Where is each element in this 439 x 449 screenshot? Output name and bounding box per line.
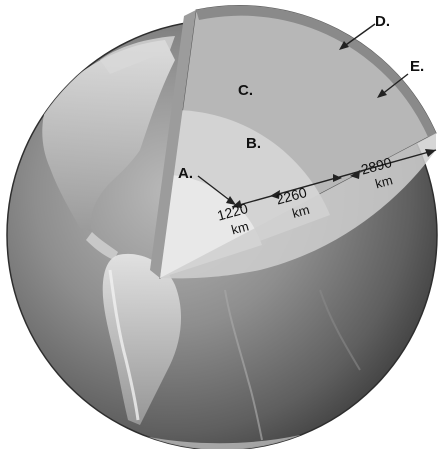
label-e: E. [410, 58, 424, 75]
left-cut-face [150, 10, 196, 278]
leader-arrow-d [339, 41, 349, 50]
leader-arrow-e [377, 89, 387, 98]
leader-line-a [197, 175, 233, 203]
arrow-center [232, 200, 242, 208]
distance-mantle-unit: km [374, 172, 395, 191]
arrow-boundary-1 [270, 190, 280, 199]
arrow-boundary-3 [350, 170, 360, 179]
arrow-mantle-end [425, 149, 436, 157]
distance-mantle-value: 2890 [359, 154, 393, 178]
mid-atlantic-ridge [224, 289, 263, 441]
distance-outer-core-unit: km [290, 202, 311, 221]
leader-arrow-a [226, 196, 236, 205]
leader-line-e [380, 73, 409, 96]
distance-inner-value: 1220 [215, 200, 249, 224]
north-america-landmass [42, 40, 176, 232]
andes-ridge [108, 269, 140, 421]
arctic-landmass [100, 36, 175, 74]
central-america-landmass [86, 232, 118, 260]
crust-layer [196, 5, 436, 137]
distance-inner-unit: km [230, 218, 251, 237]
label-a: A. [178, 165, 193, 182]
arrow-boundary-2 [333, 174, 342, 182]
south-america-landmass [102, 253, 182, 425]
label-c: C. [238, 82, 253, 99]
label-d: D. [375, 13, 390, 30]
distance-outer-core-value: 2260 [274, 184, 308, 208]
label-b: B. [246, 135, 261, 152]
ocean-floor-ridge [319, 289, 361, 371]
leader-line-d [342, 23, 376, 48]
